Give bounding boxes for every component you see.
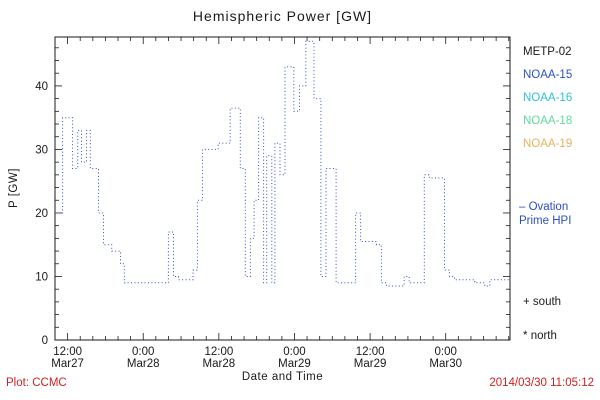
- x-tick-date: Mar27: [51, 358, 84, 370]
- legend-satellite-metp-02: METP-02: [523, 46, 572, 58]
- legend-model-line2: Prime HPI: [519, 215, 572, 227]
- south-marker-symbol: +: [523, 296, 530, 308]
- legend-satellites: METP-02 NOAA-15 NOAA-16 NOAA-18 NOAA-19: [523, 44, 572, 159]
- y-tick-label: 20: [35, 208, 48, 220]
- x-tick-time: 12:00: [204, 346, 233, 358]
- x-tick-time: 0:00: [132, 346, 154, 358]
- plot-credit: Plot: CCMC: [6, 377, 67, 389]
- hpi-data-line: [55, 40, 510, 287]
- x-tick-time: 0:00: [435, 346, 457, 358]
- chart-title: Hemispheric Power [GW]: [192, 8, 373, 24]
- legend-marker-south: + south: [523, 296, 561, 308]
- y-tick-label: 0: [42, 335, 48, 347]
- legend-satellite-noaa-18: NOAA-18: [523, 115, 573, 127]
- x-tick-date: Mar29: [278, 358, 311, 370]
- y-tick-label: 10: [35, 271, 48, 283]
- legend-marker-north: * north: [523, 330, 557, 342]
- x-tick-time: 12:00: [53, 346, 82, 358]
- x-tick-date: Mar29: [354, 358, 387, 370]
- legend-model-line1: – Ovation: [519, 201, 569, 213]
- x-tick-date: Mar28: [127, 358, 160, 370]
- x-tick-time: 12:00: [356, 346, 385, 358]
- legend-satellite-noaa-15: NOAA-15: [523, 69, 573, 81]
- south-marker-label: south: [532, 296, 562, 308]
- x-tick-date: Mar28: [203, 358, 236, 370]
- plot-timestamp: 2014/03/30 11:05:12: [489, 377, 594, 389]
- x-tick-time: 0:00: [283, 346, 305, 358]
- x-tick-date: Mar30: [429, 358, 462, 370]
- north-marker-symbol: *: [523, 330, 528, 342]
- legend-satellite-noaa-16: NOAA-16: [523, 92, 573, 104]
- north-marker-label: north: [530, 330, 557, 342]
- y-tick-label: 40: [35, 81, 48, 93]
- plot-frame: [54, 36, 511, 341]
- x-axis-label: Date and Time: [241, 371, 324, 383]
- legend-satellite-noaa-19: NOAA-19: [523, 138, 573, 150]
- legend-model-label: – Ovation Prime HPI: [519, 200, 571, 228]
- y-tick-label: 30: [35, 144, 48, 156]
